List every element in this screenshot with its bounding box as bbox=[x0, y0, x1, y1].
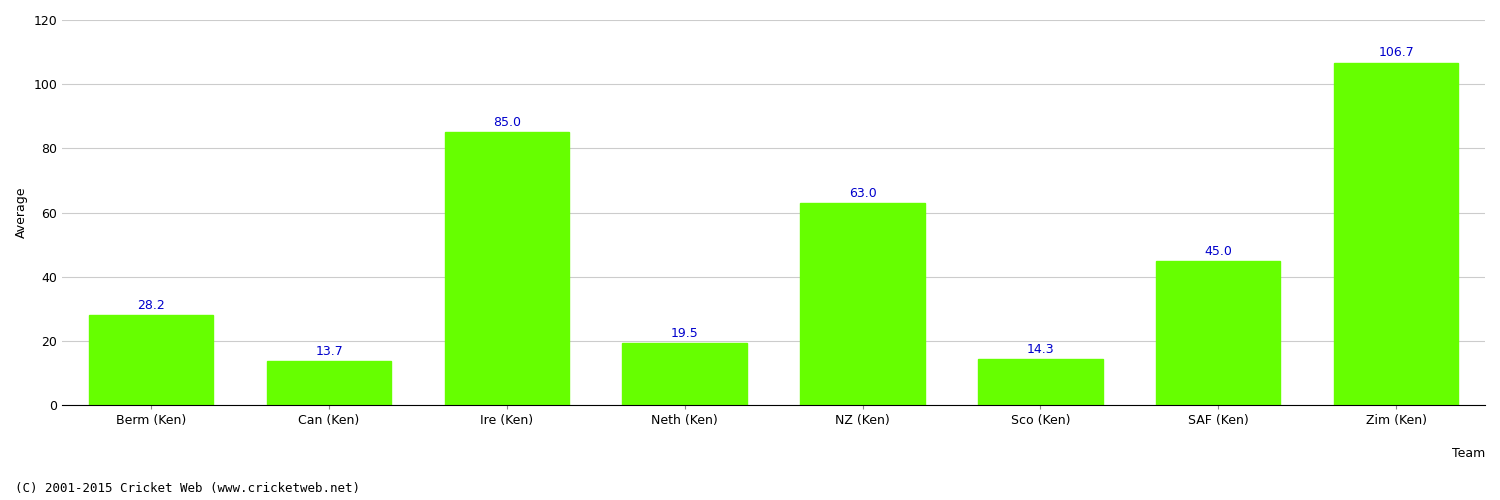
Bar bbox=[978, 360, 1102, 406]
Bar bbox=[444, 132, 568, 406]
Bar bbox=[88, 315, 213, 406]
Text: 85.0: 85.0 bbox=[494, 116, 520, 129]
Bar bbox=[622, 342, 747, 406]
Bar bbox=[267, 362, 392, 406]
Text: 13.7: 13.7 bbox=[315, 345, 344, 358]
Bar bbox=[801, 203, 926, 406]
Text: 14.3: 14.3 bbox=[1026, 343, 1054, 356]
Text: 63.0: 63.0 bbox=[849, 187, 876, 200]
Text: 28.2: 28.2 bbox=[138, 298, 165, 312]
Text: 45.0: 45.0 bbox=[1204, 244, 1231, 258]
Bar bbox=[1156, 261, 1281, 406]
Text: 106.7: 106.7 bbox=[1378, 46, 1414, 60]
Text: Team: Team bbox=[1452, 447, 1485, 460]
Text: 19.5: 19.5 bbox=[670, 326, 699, 340]
Y-axis label: Average: Average bbox=[15, 187, 28, 238]
Text: (C) 2001-2015 Cricket Web (www.cricketweb.net): (C) 2001-2015 Cricket Web (www.cricketwe… bbox=[15, 482, 360, 495]
Bar bbox=[1334, 62, 1458, 406]
